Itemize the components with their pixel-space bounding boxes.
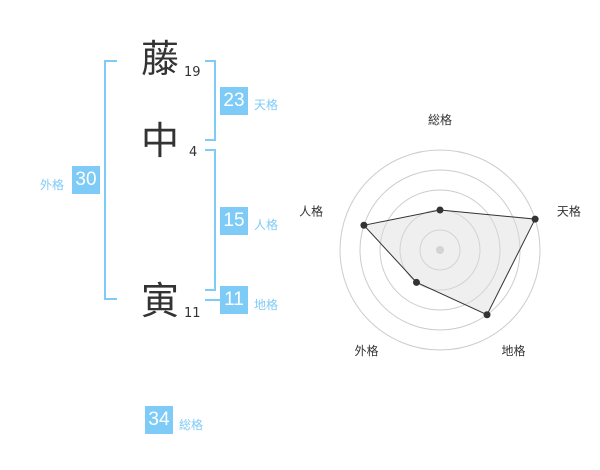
radar-point — [531, 215, 539, 223]
radar-point — [483, 311, 491, 319]
radar-axis-label: 人格 — [299, 203, 323, 218]
name-char-1: 藤 — [141, 37, 180, 81]
chikaku-connector — [205, 299, 220, 301]
chikaku-value: 11 — [220, 286, 248, 314]
jinkaku-label: 人格 — [254, 218, 279, 232]
chikaku-label: 地格 — [254, 298, 279, 312]
stroke-count-3: 11 — [184, 306, 201, 321]
stroke-count-2: 4 — [189, 145, 198, 160]
tenkaku-value: 23 — [220, 87, 248, 115]
radar-point — [436, 206, 444, 214]
soukaku-label: 総格 — [179, 418, 204, 432]
radar-axis-label: 総格 — [428, 112, 452, 127]
radar-point — [412, 278, 420, 286]
stroke-count-1: 19 — [184, 65, 201, 80]
name-char-2: 中 — [141, 119, 180, 163]
tenkaku-label: 天格 — [254, 98, 279, 112]
radar-axis-label: 地格 — [501, 343, 525, 358]
radar-ring — [379, 189, 501, 311]
radar-point — [360, 221, 368, 229]
soukaku-value: 34 — [145, 406, 173, 434]
jinkaku-value: 15 — [220, 207, 248, 235]
radar-axis-label: 外格 — [355, 343, 379, 358]
radar-area — [362, 209, 536, 316]
radar-ring — [339, 149, 541, 351]
radar-ring — [419, 229, 461, 271]
name-char-3: 寅 — [141, 279, 180, 323]
gaikaku-value: 30 — [72, 166, 100, 194]
radar-axis-label: 天格 — [557, 203, 581, 218]
gaikaku-label: 外格 — [40, 178, 65, 192]
radar-center — [436, 246, 444, 254]
